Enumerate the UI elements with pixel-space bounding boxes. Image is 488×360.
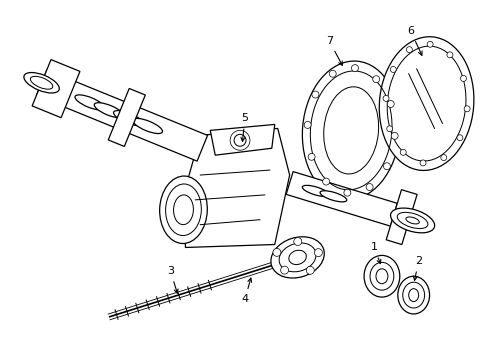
Circle shape: [351, 65, 358, 72]
Polygon shape: [108, 89, 145, 147]
Circle shape: [366, 184, 372, 190]
Ellipse shape: [113, 111, 143, 126]
Ellipse shape: [390, 208, 434, 233]
Polygon shape: [210, 125, 274, 155]
Circle shape: [446, 52, 452, 58]
Ellipse shape: [75, 95, 104, 110]
Circle shape: [389, 67, 395, 72]
Text: 3: 3: [167, 266, 178, 293]
Ellipse shape: [379, 37, 473, 170]
Ellipse shape: [24, 72, 59, 93]
Ellipse shape: [364, 255, 399, 297]
Circle shape: [314, 249, 322, 257]
Polygon shape: [183, 129, 289, 247]
Circle shape: [307, 153, 314, 160]
Ellipse shape: [159, 176, 207, 243]
Polygon shape: [285, 172, 396, 226]
Circle shape: [311, 91, 318, 98]
Circle shape: [460, 76, 466, 81]
Circle shape: [406, 47, 411, 53]
Text: 2: 2: [413, 256, 421, 280]
Text: 5: 5: [241, 113, 248, 141]
Circle shape: [304, 121, 310, 129]
Ellipse shape: [94, 103, 123, 118]
Circle shape: [390, 132, 397, 139]
Circle shape: [372, 76, 379, 83]
Text: 7: 7: [325, 36, 342, 65]
Text: 4: 4: [241, 278, 251, 304]
Circle shape: [400, 149, 406, 156]
Circle shape: [343, 189, 350, 196]
Polygon shape: [36, 70, 207, 161]
Circle shape: [427, 41, 432, 47]
Polygon shape: [386, 190, 416, 244]
Circle shape: [386, 126, 392, 132]
Circle shape: [456, 135, 462, 141]
Ellipse shape: [320, 191, 346, 202]
Circle shape: [383, 163, 389, 170]
Ellipse shape: [133, 118, 162, 134]
Circle shape: [463, 106, 469, 112]
Ellipse shape: [302, 185, 328, 197]
Circle shape: [293, 238, 301, 246]
Circle shape: [272, 248, 280, 256]
Circle shape: [382, 95, 388, 102]
Text: 6: 6: [407, 26, 421, 55]
Circle shape: [322, 178, 329, 185]
Text: 1: 1: [370, 243, 380, 264]
Circle shape: [419, 160, 425, 166]
Ellipse shape: [302, 61, 399, 200]
Ellipse shape: [270, 237, 324, 278]
Circle shape: [305, 266, 314, 274]
Ellipse shape: [397, 276, 428, 314]
Circle shape: [386, 100, 393, 107]
Circle shape: [440, 154, 446, 161]
Circle shape: [280, 266, 288, 274]
Polygon shape: [32, 60, 80, 118]
Circle shape: [328, 70, 336, 77]
Circle shape: [234, 134, 245, 146]
